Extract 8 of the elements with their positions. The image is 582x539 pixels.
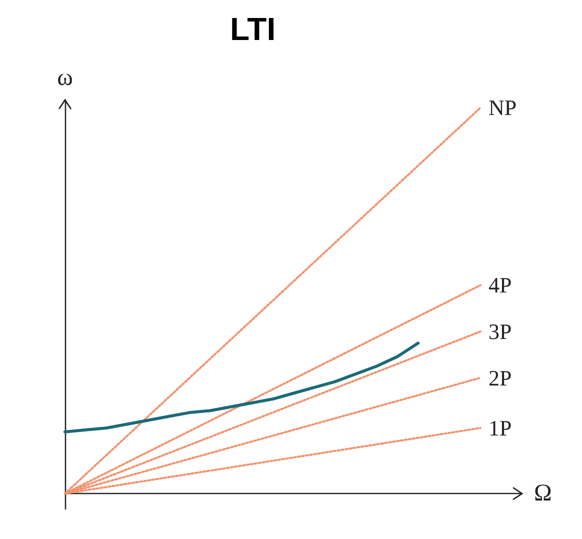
series-label: 4P xyxy=(488,272,512,298)
series-label: 2P xyxy=(488,365,512,390)
series-label: 3P xyxy=(488,319,512,344)
series-label: 1P xyxy=(488,415,512,440)
series-label: NP xyxy=(488,95,517,120)
y-axis-title: ω xyxy=(57,65,73,91)
chart-title: LTI xyxy=(230,11,276,47)
x-axis-title: Ω xyxy=(534,480,552,507)
